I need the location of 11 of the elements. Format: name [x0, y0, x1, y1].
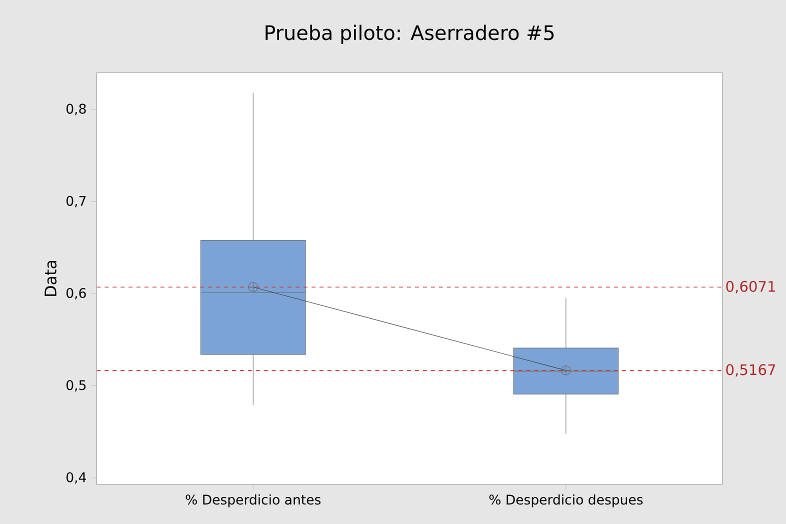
- ref-line-label: 0,6071: [726, 280, 775, 294]
- ref-line-label: 0,5167: [726, 364, 776, 377]
- y-tick-label: 0,4: [66, 472, 86, 484]
- x-tick-label: % Desperdicio despues: [489, 494, 643, 508]
- chart-title: Prueba piloto: Aserradero #5: [266, 24, 554, 44]
- x-tick-label: % Desperdicio antes: [186, 494, 321, 508]
- y-tick-label: 0,5: [66, 380, 86, 392]
- y-axis-title: Data: [44, 260, 57, 296]
- y-tick-label: 0,8: [66, 104, 86, 116]
- y-tick-label: 0,7: [66, 196, 86, 208]
- y-tick-label: 0,6: [66, 288, 86, 300]
